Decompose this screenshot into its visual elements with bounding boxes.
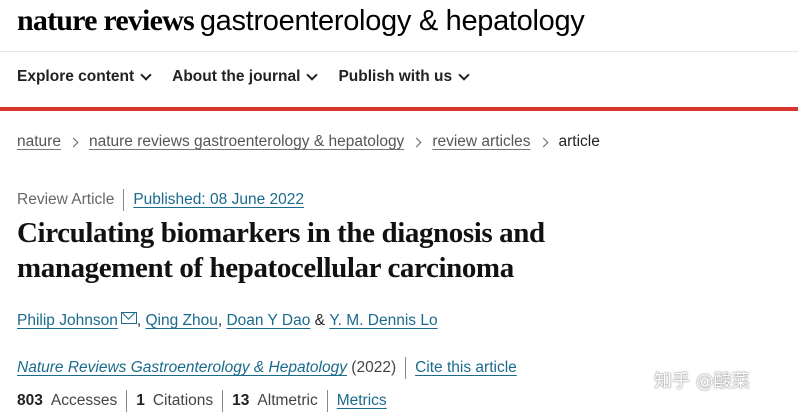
divider — [123, 189, 125, 211]
main-nav: Explore content About the journal Publis… — [17, 68, 490, 86]
chevron-down-icon — [458, 68, 470, 81]
accesses-count: 803 — [17, 392, 43, 409]
author-separator: , — [217, 312, 223, 329]
author-link[interactable]: Qing Zhou — [145, 312, 218, 329]
divider — [326, 390, 328, 412]
chevron-right-icon — [411, 137, 422, 147]
article-meta: Review Article Published: 08 June 2022 — [17, 189, 304, 211]
logo-brand-bold: nature reviews — [17, 4, 195, 37]
chevron-right-icon — [538, 137, 548, 147]
cite-this-article-link[interactable]: Cite this article — [415, 359, 517, 376]
breadcrumb-link-review-articles[interactable]: review articles — [432, 133, 531, 150]
author-link[interactable]: Philip Johnson — [17, 312, 118, 329]
nav-label: Explore content — [17, 68, 135, 85]
citations-count: 1 — [136, 392, 145, 409]
author-list: Philip Johnson , Qing Zhou , Doan Y Dao … — [17, 312, 438, 330]
logo-brand-light: gastroenterology & hepatology — [199, 5, 585, 37]
author-separator: & — [314, 312, 326, 329]
publication-year: (2022) — [351, 359, 397, 376]
citations-label: Citations — [152, 392, 214, 409]
journal-link[interactable]: Nature Reviews Gastroenterology & Hepato… — [17, 359, 347, 376]
journal-logo[interactable]: nature reviews gastroenterology & hepatol… — [17, 4, 585, 44]
watermark: 知乎 @酸菜 — [654, 371, 750, 392]
chevron-right-icon — [68, 137, 79, 147]
published-date-link[interactable]: Published: 08 June 2022 — [133, 191, 304, 208]
citation-line: Nature Reviews Gastroenterology & Hepato… — [17, 357, 517, 379]
nav-publish-with-us[interactable]: Publish with us — [338, 68, 470, 86]
accesses-label: Accesses — [50, 392, 118, 409]
divider — [222, 390, 224, 412]
nav-explore-content[interactable]: Explore content — [17, 68, 152, 86]
article-metrics: 803 Accesses 1 Citations 13 Altmetric Me… — [17, 390, 387, 412]
chevron-down-icon — [140, 68, 152, 81]
breadcrumb-current: article — [558, 133, 600, 150]
author-link[interactable]: Doan Y Dao — [226, 312, 311, 329]
altmetric-count: 13 — [232, 392, 250, 409]
chevron-down-icon — [306, 68, 319, 81]
nav-label: Publish with us — [338, 68, 453, 85]
breadcrumb: nature nature reviews gastroenterology &… — [17, 133, 600, 151]
divider — [126, 390, 128, 412]
author-link[interactable]: Y. M. Dennis Lo — [329, 312, 438, 329]
author-separator: , — [136, 312, 146, 329]
metrics-link[interactable]: Metrics — [336, 392, 387, 409]
mail-icon[interactable] — [120, 312, 137, 324]
altmetric-label: Altmetric — [257, 392, 318, 409]
accent-bar — [0, 107, 798, 111]
nav-label: About the journal — [172, 68, 301, 85]
article-title: Circulating biomarkers in the diagnosis … — [17, 217, 545, 284]
article-type: Review Article — [17, 191, 115, 208]
header-divider — [0, 51, 798, 52]
divider — [405, 357, 407, 379]
nav-about-journal[interactable]: About the journal — [172, 68, 319, 86]
breadcrumb-link-nature[interactable]: nature — [17, 133, 61, 150]
breadcrumb-link-journal[interactable]: nature reviews gastroenterology & hepato… — [88, 133, 405, 150]
